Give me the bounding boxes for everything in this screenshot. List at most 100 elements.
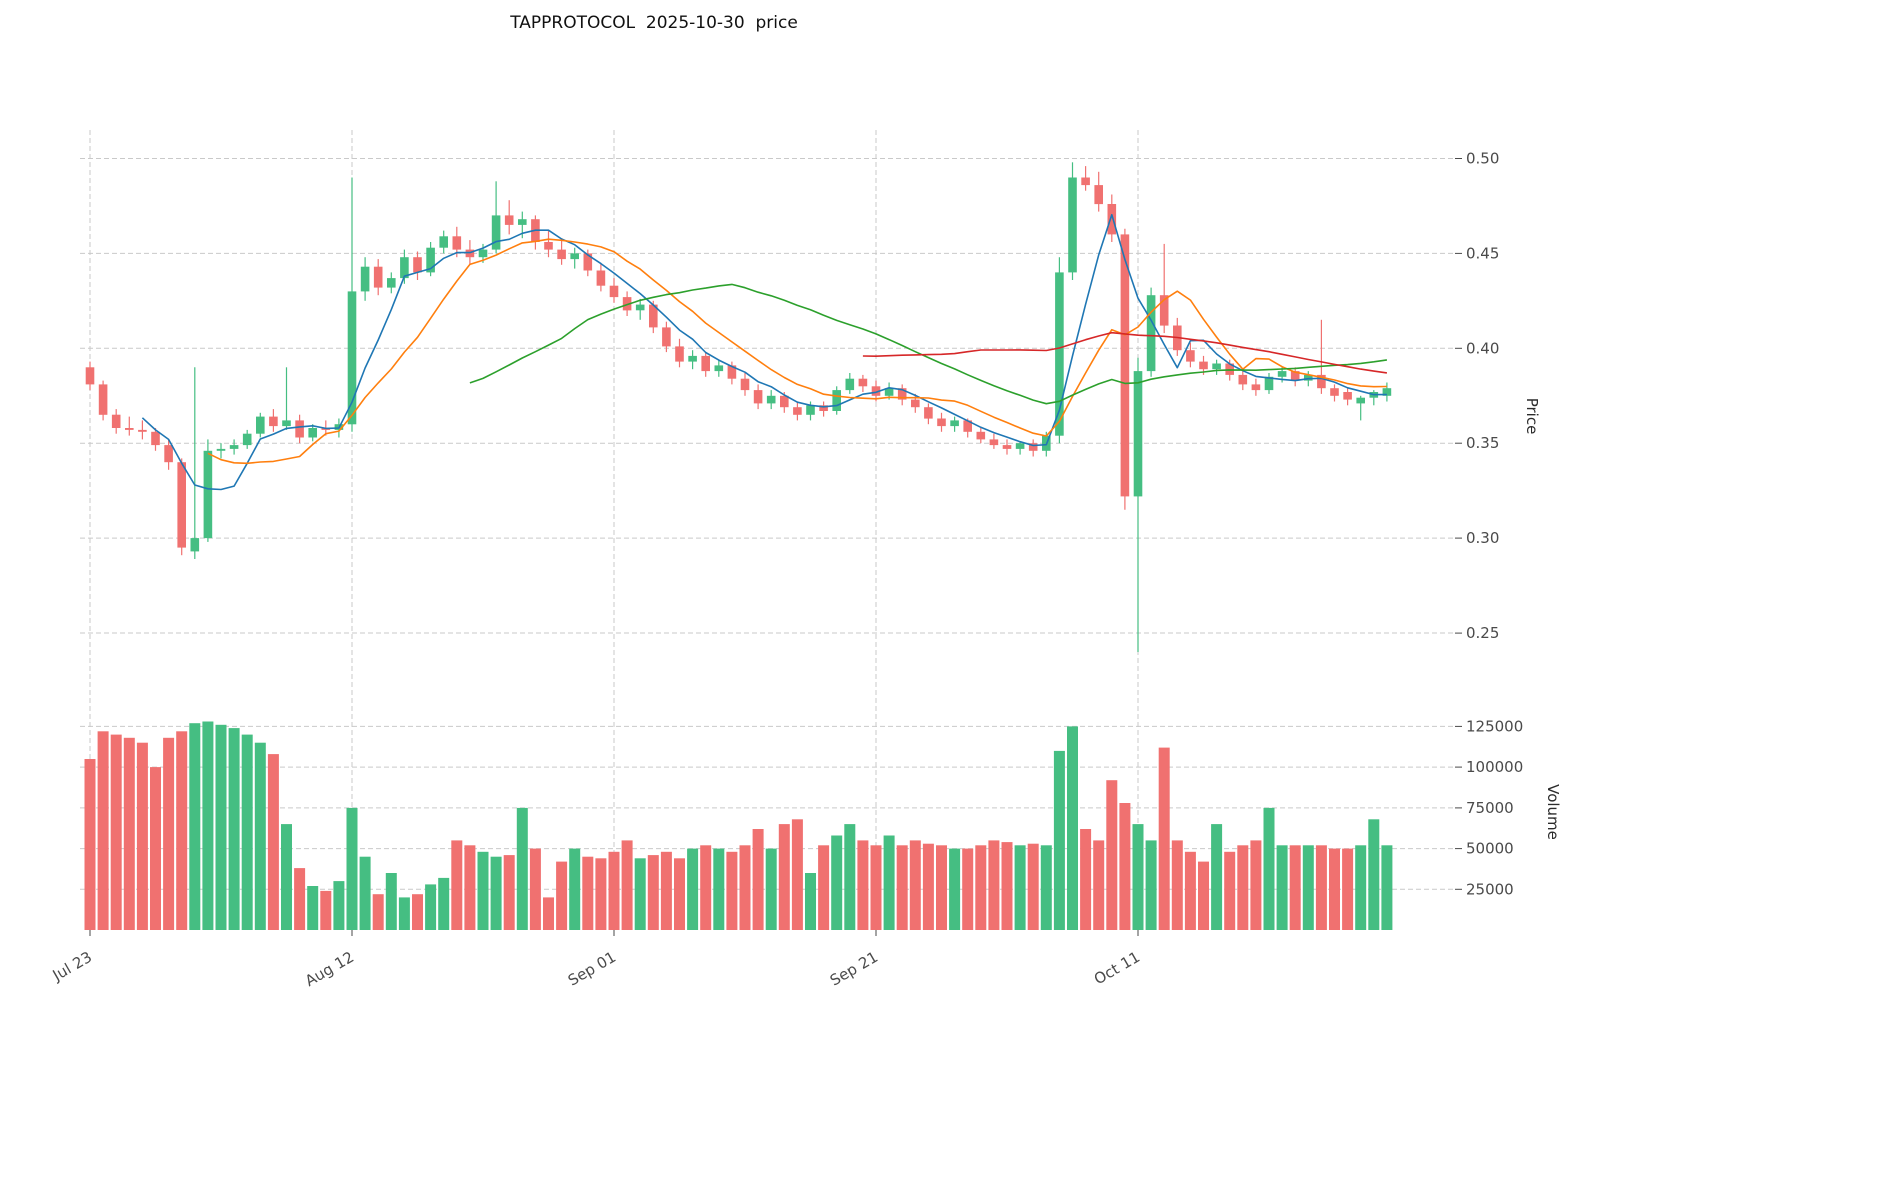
volume-bar <box>1014 845 1026 930</box>
candle-body <box>1133 371 1143 497</box>
volume-bar <box>1001 842 1013 930</box>
volume-bar <box>438 877 450 930</box>
price-tick-label: 0.40 <box>1466 339 1499 357</box>
volume-bar <box>464 845 476 930</box>
candle-body <box>766 395 776 404</box>
candle-body <box>347 291 357 425</box>
volume-bars <box>84 721 1393 930</box>
volume-bar <box>713 848 725 930</box>
volume-tick-label: 125000 <box>1466 717 1523 735</box>
volume-bar <box>988 840 1000 930</box>
volume-bar <box>1106 780 1118 930</box>
candle-body <box>976 431 986 440</box>
price-tick-label: 0.30 <box>1466 529 1499 547</box>
volume-bar <box>595 858 607 930</box>
candle-body <box>203 450 213 539</box>
volume-bar <box>896 845 908 930</box>
volume-bar <box>569 848 581 930</box>
candle-body <box>924 407 933 419</box>
candle-body <box>400 257 409 279</box>
volume-bar <box>1368 819 1380 930</box>
candle-body <box>740 378 750 391</box>
volume-bar <box>1184 851 1196 930</box>
candle-body <box>1382 388 1392 396</box>
candle-body <box>504 215 514 225</box>
volume-bar <box>1040 845 1052 930</box>
candle-body <box>635 304 645 311</box>
volume-bar <box>805 873 816 930</box>
volume-bar <box>1080 829 1092 930</box>
volume-bar <box>503 855 515 930</box>
volume-bar <box>831 835 843 930</box>
volume-bar <box>1329 848 1340 930</box>
chart-title: TAPPROTOCOL 2025-10-30 price <box>509 13 798 33</box>
volume-bar <box>962 848 974 930</box>
volume-bar <box>136 742 148 930</box>
candle-body <box>177 462 186 548</box>
volume-bar <box>739 845 751 930</box>
candle-body <box>1264 376 1274 391</box>
price-axis-title: Price <box>1523 398 1541 435</box>
candle-body <box>295 420 304 438</box>
candle-body <box>1251 384 1261 391</box>
volume-bar <box>110 734 122 930</box>
volume-bar <box>1211 824 1223 930</box>
volume-bar <box>1158 747 1170 930</box>
candle-body <box>1212 363 1221 370</box>
candle-body <box>478 249 488 258</box>
volume-bar <box>909 840 921 930</box>
x-tick-label: Sep 01 <box>565 948 619 990</box>
candle-body <box>871 386 881 396</box>
volume-bar <box>634 858 646 930</box>
candle-body <box>1107 204 1117 235</box>
candle-body <box>216 448 226 451</box>
candle-body <box>1199 361 1208 370</box>
volume-bar <box>975 845 987 930</box>
ma-10-line <box>207 238 1387 465</box>
volume-bar <box>922 843 934 930</box>
volume-bar <box>1355 845 1367 930</box>
candle-body <box>793 407 802 415</box>
candle-body <box>1055 272 1064 436</box>
candle-body <box>688 355 697 362</box>
volume-bar <box>333 881 345 930</box>
volume-bar <box>778 824 790 930</box>
volume-bar <box>307 886 319 930</box>
volume-bar <box>857 840 869 930</box>
price-tick-label: 0.25 <box>1466 624 1499 642</box>
candle-body <box>622 297 632 311</box>
candle-body <box>387 278 396 288</box>
candle-body <box>1002 445 1012 449</box>
volume-bar <box>1224 851 1236 930</box>
volume-bar <box>1027 843 1039 930</box>
candle-body <box>570 253 579 260</box>
volume-bar <box>582 856 594 930</box>
candle-body <box>963 420 972 432</box>
candle-body <box>465 249 475 258</box>
volume-bar <box>608 851 620 930</box>
volume-bar <box>1263 807 1275 930</box>
volume-bar <box>359 856 371 930</box>
volume-bar <box>176 731 188 930</box>
candle-body <box>360 266 370 292</box>
volume-tick-label: 50000 <box>1466 840 1514 858</box>
moving-average-lines <box>141 213 1388 491</box>
candle-body <box>256 416 265 434</box>
candle-body <box>1290 371 1300 381</box>
volume-bar <box>1342 848 1354 930</box>
volume-bar <box>490 856 502 930</box>
volume-bar <box>189 723 201 930</box>
ma-60-line <box>862 331 1388 374</box>
candle-body <box>989 439 999 446</box>
candle-body <box>229 445 239 449</box>
candle-body <box>269 416 278 427</box>
volume-bar <box>1119 803 1131 930</box>
ma-5-line <box>141 213 1387 491</box>
volume-tick-label: 25000 <box>1466 880 1514 898</box>
candle-body <box>1356 397 1365 404</box>
candle-body <box>1081 177 1090 186</box>
candle-body <box>884 388 894 396</box>
candle-body <box>125 428 134 430</box>
volume-bar <box>674 858 685 930</box>
